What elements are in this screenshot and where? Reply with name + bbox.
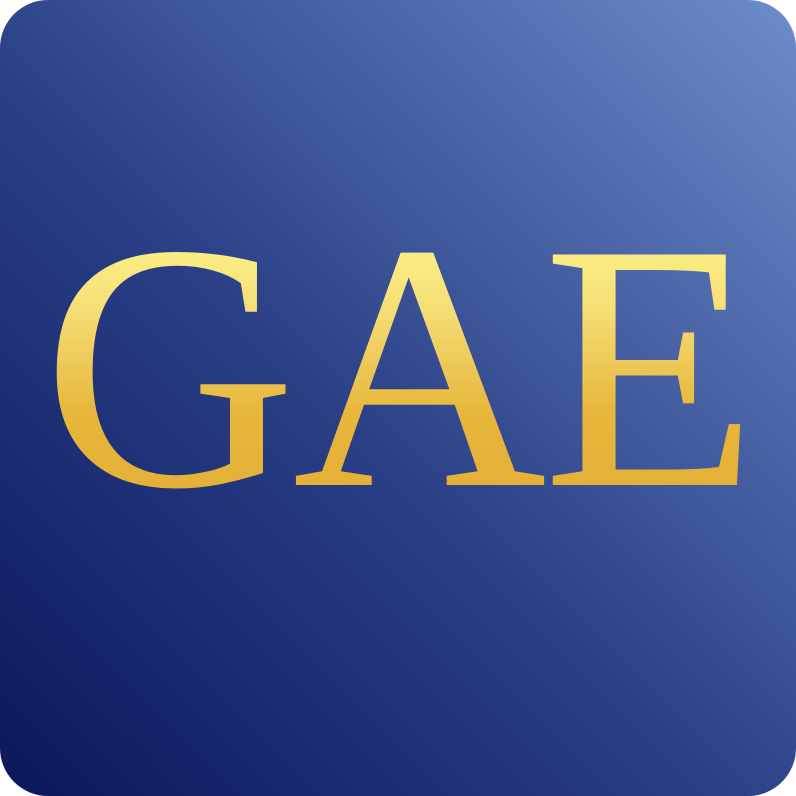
logo-text: GAE <box>42 172 753 562</box>
